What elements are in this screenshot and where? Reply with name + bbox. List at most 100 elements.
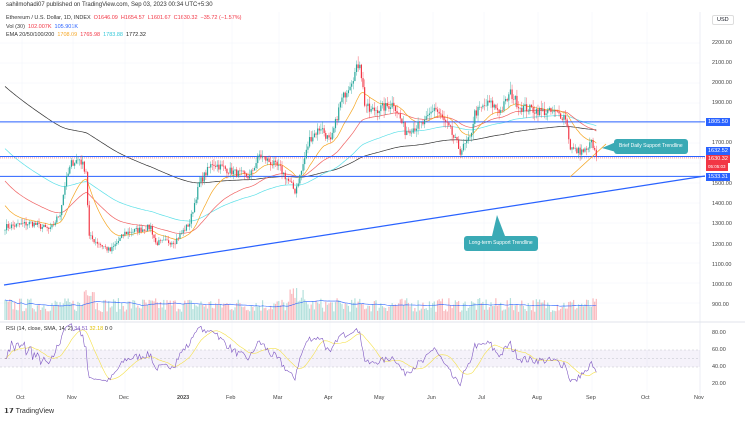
- volume-bar: [297, 301, 299, 320]
- ema50-line: [4, 110, 597, 234]
- volume-bar: [132, 299, 134, 320]
- symbol-name[interactable]: Ethereum / U.S. Dollar, 1D, INDEX: [6, 15, 91, 21]
- candle-body: [166, 239, 168, 241]
- volume-bar: [453, 304, 455, 320]
- time-tick-label: Jul: [478, 395, 486, 401]
- price-tick-label: 2000.00: [712, 80, 732, 86]
- volume-bar: [569, 301, 571, 320]
- candle-body: [218, 164, 220, 170]
- volume-bar: [420, 308, 422, 320]
- candle-body: [503, 101, 505, 111]
- volume-bar: [87, 295, 89, 320]
- candle-body: [281, 165, 283, 174]
- volume-bar: [412, 311, 414, 320]
- candle-body: [206, 166, 209, 176]
- candle-body: [540, 108, 542, 111]
- volume-bar: [127, 301, 129, 320]
- volume-bar: [516, 304, 518, 320]
- volume-bar: [386, 310, 388, 320]
- candle-body: [496, 108, 499, 110]
- volume-bar: [542, 302, 544, 320]
- price-tick-label: 1900.00: [712, 100, 732, 106]
- rsi-tick-label: 40.00: [712, 364, 726, 370]
- candle-body: [124, 231, 126, 236]
- brand-name: TradingView: [15, 408, 55, 415]
- volume-bar: [504, 309, 507, 320]
- volume-bar: [407, 302, 409, 320]
- volume-bar: [177, 308, 179, 320]
- volume-bar: [274, 303, 277, 320]
- volume-bar: [540, 302, 542, 320]
- volume-bar: [357, 301, 359, 320]
- volume-bar: [245, 310, 247, 320]
- candle-body: [138, 227, 141, 233]
- volume-bar: [302, 290, 304, 320]
- volume-bar: [368, 305, 371, 320]
- volume-bar: [401, 298, 403, 320]
- volume-bar: [44, 308, 47, 320]
- long-term-support-callout[interactable]: Long-term Support Trendline: [464, 236, 538, 251]
- volume-bar: [163, 299, 165, 320]
- candle-body: [393, 102, 395, 107]
- volume-bar: [475, 309, 478, 320]
- candle-body: [83, 161, 85, 172]
- volume-bar: [36, 305, 38, 320]
- candle-body: [368, 103, 371, 112]
- volume-bar: [247, 309, 249, 320]
- candle-body: [101, 245, 103, 247]
- volume-bar: [130, 308, 132, 320]
- currency-button[interactable]: USD: [712, 15, 734, 25]
- candle-body: [425, 116, 427, 120]
- volume-bar: [278, 301, 280, 320]
- candle-body: [563, 115, 565, 120]
- candle-body: [526, 104, 528, 112]
- brief-support-callout[interactable]: Brief Daily Support Trendline: [614, 139, 688, 154]
- candle-body: [492, 100, 494, 108]
- candle-body: [377, 110, 379, 114]
- candle-body: [62, 194, 64, 206]
- candle-body: [566, 119, 568, 127]
- volume-bar: [9, 299, 11, 320]
- candle-body: [234, 169, 236, 171]
- candle-body: [87, 172, 89, 206]
- volume-bar: [524, 309, 526, 320]
- candle-body: [119, 237, 121, 241]
- ema-label[interactable]: EMA 20/50/100/200: [6, 32, 55, 38]
- volume-bar: [249, 311, 251, 320]
- volume-bar: [389, 305, 392, 320]
- volume-bar: [101, 311, 103, 320]
- candle-body: [211, 164, 213, 165]
- rsi-a: 0: [104, 326, 108, 332]
- volume-bar: [582, 306, 584, 320]
- candle-body: [509, 89, 512, 95]
- volume-ma: 105.901K: [54, 23, 79, 30]
- volume-bar: [103, 300, 105, 320]
- volume-bar: [380, 303, 382, 320]
- candle-body: [237, 170, 239, 177]
- volume-bar: [513, 310, 515, 320]
- volume-bar: [18, 298, 21, 320]
- volume-bar: [129, 301, 131, 320]
- candle-body: [74, 163, 76, 166]
- candle-body: [574, 148, 576, 149]
- candle-body: [180, 233, 183, 234]
- candle-body: [279, 164, 281, 166]
- candle-body: [104, 246, 107, 248]
- time-tick-label: Mar: [273, 395, 283, 401]
- candle-body: [308, 137, 311, 147]
- volume-bar: [88, 296, 90, 320]
- rsi-label[interactable]: RSI (14, close, SMA, 14, 2): [6, 326, 73, 332]
- candle-body: [227, 173, 230, 174]
- tradingview-logo[interactable]: 𝟭𝟳 TradingView: [4, 408, 55, 415]
- candle-body: [278, 164, 280, 166]
- volume-bar: [595, 298, 597, 320]
- volume-label[interactable]: Vol (30): [6, 23, 25, 30]
- volume-bar: [155, 298, 157, 320]
- candle-body: [441, 114, 443, 118]
- candle-body: [511, 89, 513, 100]
- candle-body: [420, 122, 422, 123]
- volume-bar: [6, 300, 8, 320]
- price-tick-label: 1100.00: [712, 262, 732, 268]
- volume-bar: [57, 304, 60, 320]
